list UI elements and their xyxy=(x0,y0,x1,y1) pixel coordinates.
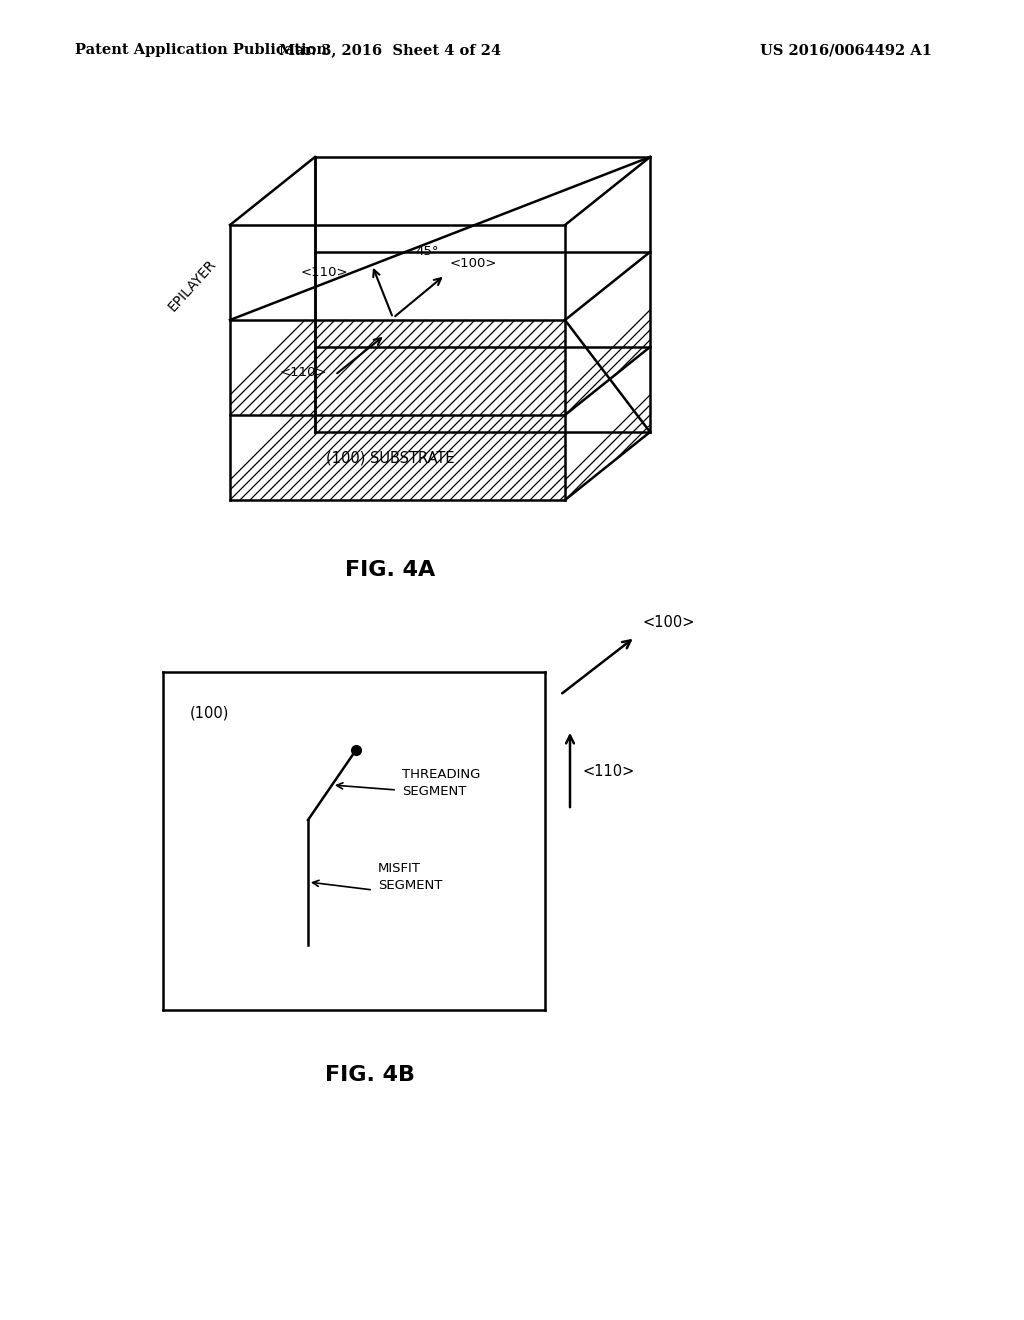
Polygon shape xyxy=(565,157,650,319)
Polygon shape xyxy=(163,672,545,1010)
Text: EPILAYER: EPILAYER xyxy=(165,256,219,314)
Polygon shape xyxy=(565,252,650,414)
Polygon shape xyxy=(230,224,565,319)
Text: <110>: <110> xyxy=(280,366,328,379)
Text: Patent Application Publication: Patent Application Publication xyxy=(75,44,327,57)
Text: <100>: <100> xyxy=(642,615,694,630)
Polygon shape xyxy=(565,347,650,500)
Text: 45°: 45° xyxy=(415,246,438,257)
Text: US 2016/0064492 A1: US 2016/0064492 A1 xyxy=(760,44,932,57)
Text: <110>: <110> xyxy=(300,265,348,279)
Text: <110>: <110> xyxy=(582,764,635,780)
Polygon shape xyxy=(230,414,565,500)
Polygon shape xyxy=(230,319,565,414)
Text: THREADING
SEGMENT: THREADING SEGMENT xyxy=(402,768,480,799)
Polygon shape xyxy=(230,157,650,224)
Text: <100>: <100> xyxy=(450,257,498,271)
Text: (100): (100) xyxy=(190,705,229,719)
Text: Mar. 3, 2016  Sheet 4 of 24: Mar. 3, 2016 Sheet 4 of 24 xyxy=(279,44,501,57)
Text: FIG. 4B: FIG. 4B xyxy=(325,1065,415,1085)
Text: MISFIT
SEGMENT: MISFIT SEGMENT xyxy=(378,862,442,892)
Text: FIG. 4A: FIG. 4A xyxy=(345,560,435,579)
Text: (100) SUBSTRATE: (100) SUBSTRATE xyxy=(326,450,455,466)
